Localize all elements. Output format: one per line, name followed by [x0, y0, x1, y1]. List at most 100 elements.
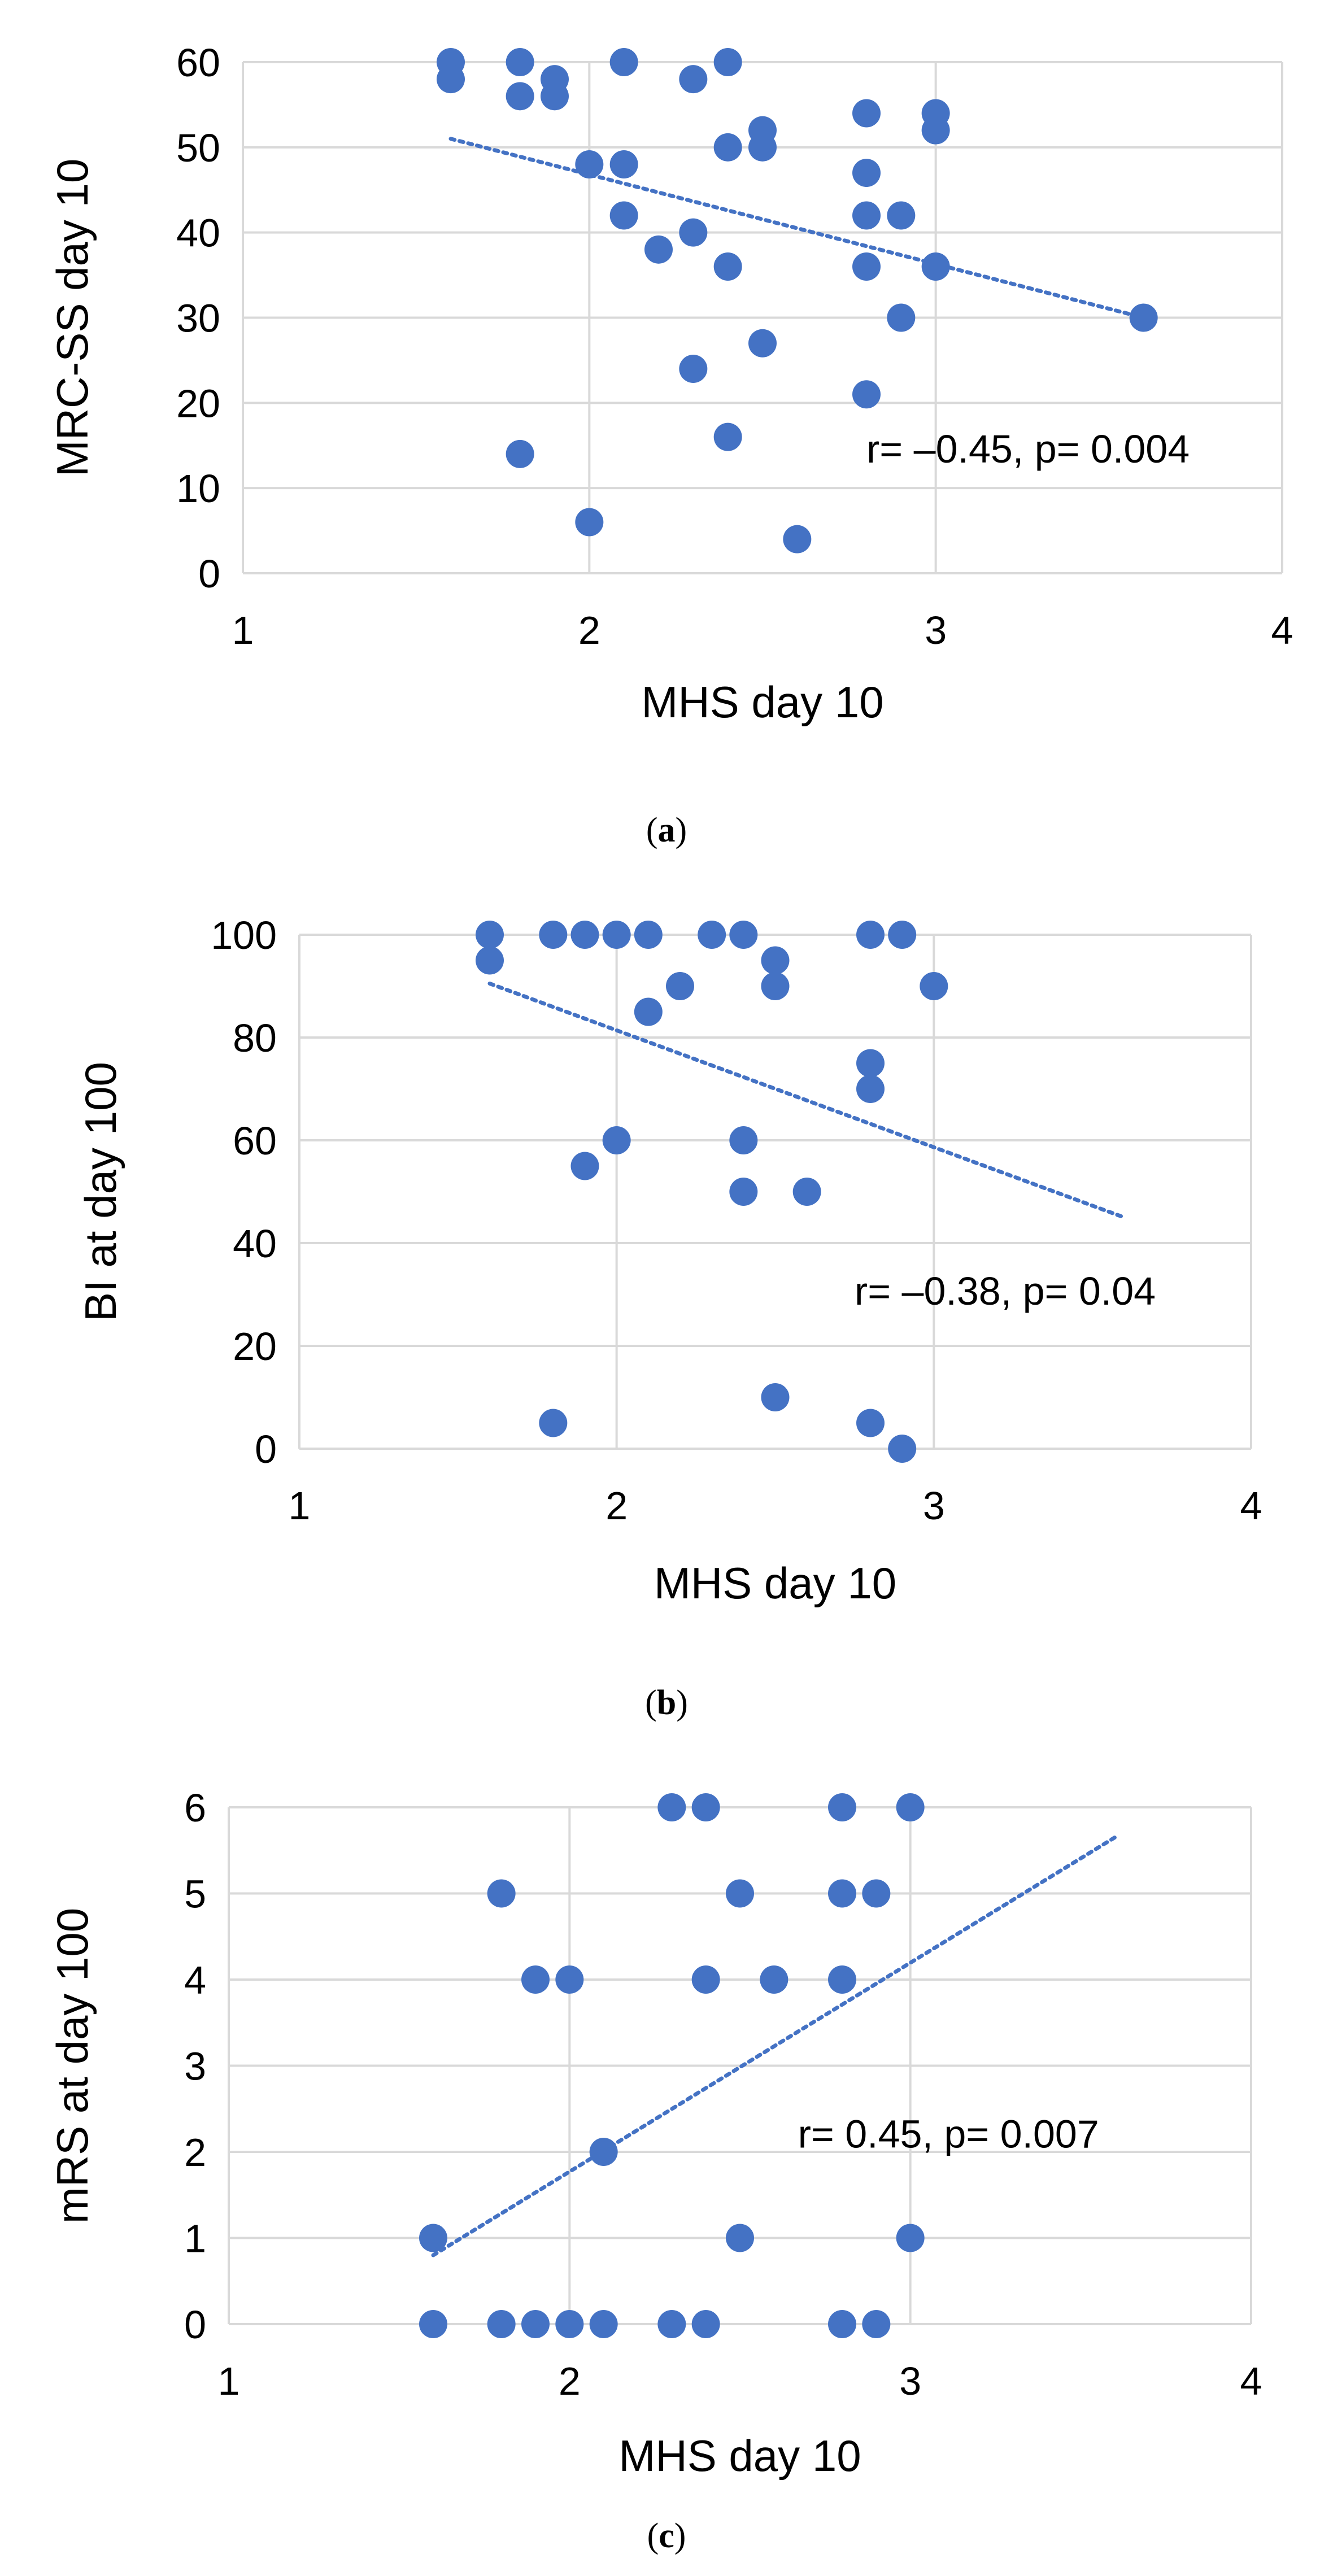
data-point [856, 921, 885, 949]
data-point [713, 48, 742, 76]
y-tick-label: 100 [211, 913, 277, 957]
x-tick-label: 3 [923, 1484, 945, 1528]
data-point [506, 82, 534, 111]
data-point [476, 921, 504, 949]
y-axis-title: MRC-SS day 10 [47, 159, 97, 477]
y-tick-label: 30 [176, 297, 220, 341]
data-point [828, 1879, 856, 1908]
data-point [713, 133, 742, 162]
caption-letter: a [658, 811, 676, 849]
data-point [657, 1793, 686, 1821]
y-axis-title: mRS at day 100 [47, 1908, 97, 2224]
caption-letter: b [657, 1684, 676, 1722]
data-point [713, 422, 742, 451]
data-point [887, 201, 916, 230]
x-axis-title: MHS day 10 [641, 677, 883, 727]
data-point [729, 921, 758, 949]
data-point [634, 997, 663, 1026]
data-point [856, 1409, 885, 1437]
data-point [852, 201, 881, 230]
data-point [921, 252, 950, 281]
correlation-annotation: r= –0.45, p= 0.004 [866, 427, 1190, 471]
data-point [761, 946, 790, 975]
data-point [921, 116, 950, 145]
data-point [828, 1793, 856, 1821]
x-tick-label: 4 [1240, 2359, 1262, 2403]
data-point [609, 48, 638, 76]
data-point [748, 133, 777, 162]
data-point [521, 2310, 550, 2338]
data-point [476, 946, 504, 975]
data-point [539, 921, 568, 949]
data-point [644, 235, 673, 264]
data-point [555, 1965, 584, 1994]
data-point [602, 1126, 631, 1154]
y-tick-label: 20 [233, 1324, 277, 1368]
caption-letter: c [659, 2517, 674, 2555]
data-point [555, 2310, 584, 2338]
x-axis-title: MHS day 10 [654, 1558, 896, 1608]
data-point [792, 1178, 821, 1206]
data-point [828, 1965, 856, 1994]
trendline [487, 981, 1126, 1219]
y-axis-title: BI at day 100 [76, 1062, 125, 1322]
data-point [634, 921, 663, 949]
x-tick-label: 1 [232, 608, 254, 652]
y-tick-label: 50 [176, 126, 220, 170]
data-point [487, 1879, 516, 1908]
y-tick-label: 5 [184, 1872, 206, 1916]
data-point [856, 1049, 885, 1078]
y-tick-label: 40 [233, 1222, 277, 1266]
data-point [575, 150, 604, 178]
data-point [748, 329, 777, 358]
data-point [679, 65, 708, 94]
x-tick-label: 4 [1240, 1484, 1262, 1528]
data-point [575, 508, 604, 537]
trendline [431, 1835, 1117, 2257]
data-point [761, 972, 790, 1000]
data-point [852, 159, 881, 188]
caption-close-paren: ) [676, 1684, 688, 1722]
y-tick-label: 3 [184, 2045, 206, 2089]
data-point [609, 150, 638, 178]
data-point [828, 2310, 856, 2338]
data-point [698, 921, 726, 949]
data-point [589, 2138, 618, 2166]
data-point [691, 1793, 720, 1821]
data-point [888, 921, 917, 949]
data-point [726, 1879, 754, 1908]
caption-open-paren: ( [647, 2517, 659, 2555]
data-point [570, 1152, 599, 1180]
x-tick-label: 2 [605, 1484, 628, 1528]
data-point [713, 252, 742, 281]
x-tick-label: 1 [289, 1484, 311, 1528]
panel-caption: (a) [646, 811, 687, 849]
y-tick-label: 1 [184, 2217, 206, 2261]
data-point [729, 1178, 758, 1206]
data-point [679, 355, 708, 383]
y-tick-label: 4 [184, 1958, 206, 2002]
data-point [506, 48, 534, 76]
data-point [437, 65, 465, 94]
data-point [887, 303, 916, 332]
x-tick-label: 1 [218, 2359, 240, 2403]
caption-close-paren: ) [676, 811, 687, 849]
data-point [419, 2224, 447, 2252]
data-point [1129, 303, 1158, 332]
y-tick-label: 60 [176, 41, 220, 85]
caption-open-paren: ( [646, 811, 658, 849]
y-tick-label: 0 [184, 2303, 206, 2347]
data-point [589, 2310, 618, 2338]
data-point [852, 252, 881, 281]
panel-caption: (b) [645, 1684, 688, 1722]
data-point [920, 972, 948, 1000]
data-point [419, 2310, 447, 2338]
data-point [888, 1435, 917, 1463]
data-point [657, 2310, 686, 2338]
data-point [726, 2224, 754, 2252]
data-point [783, 525, 812, 553]
y-tick-label: 6 [184, 1786, 206, 1830]
